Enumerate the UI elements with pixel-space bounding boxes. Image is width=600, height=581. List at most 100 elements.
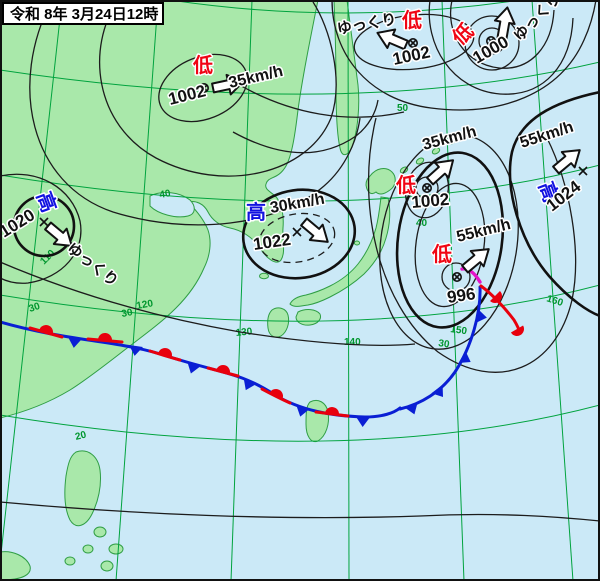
cold-front-triangle-marker — [187, 361, 201, 374]
low-kanji-label: 低 — [395, 173, 416, 197]
cold-front-triangle-marker — [404, 402, 418, 415]
sado-island — [353, 240, 361, 246]
meridian-130e — [230, 0, 253, 581]
grid-label-140: 140 — [344, 337, 361, 348]
isobar-bold-1020 — [241, 188, 357, 280]
warm-front-semicircle-marker — [269, 389, 283, 400]
grid-label-30c: 30 — [438, 338, 451, 351]
low-center-icon — [422, 183, 432, 193]
warm-front-semicircle-marker — [39, 325, 53, 334]
grid-label-40a: 40 — [416, 218, 428, 229]
wind-arrow-icon — [211, 73, 245, 96]
grid-label-40b: 40 — [159, 188, 172, 201]
parallel-50n — [0, 61, 600, 95]
low-center-icon — [452, 272, 462, 282]
title-box: 令和 8年 3月24日12時 — [2, 2, 164, 25]
kuril-islands — [399, 127, 473, 174]
cold-front-markers — [404, 309, 487, 415]
isobar — [99, 0, 337, 177]
isobar — [29, 0, 361, 226]
landmasses — [0, 0, 473, 581]
grid-label-150: 150 — [450, 324, 468, 337]
wind-arrow-icon — [461, 248, 490, 274]
warm-front-semicircle-marker — [490, 291, 502, 303]
meridian-110e — [0, 0, 63, 568]
isobar — [379, 134, 519, 350]
isobar-bold-1020 — [508, 90, 600, 318]
bohai-sea — [149, 192, 195, 218]
parallel-60n — [169, 0, 521, 14]
warm-front-segment — [86, 337, 124, 344]
grid-label-20: 20 — [74, 429, 88, 442]
cold-front-triangle-marker — [243, 378, 257, 391]
isobar — [0, 261, 416, 347]
kyushu-island — [267, 307, 290, 338]
cold-front-triangle-marker — [475, 309, 487, 323]
hokkaido-island — [365, 168, 396, 195]
cold-front-triangle-marker — [129, 345, 143, 356]
wind-arrow-icon — [300, 217, 329, 243]
warm-front-semicircle-marker — [325, 407, 339, 415]
isobar-bold-1000 — [395, 151, 505, 329]
warm-front-semicircle-marker — [216, 365, 230, 374]
parallel-30n — [0, 284, 600, 322]
fronts — [0, 267, 524, 427]
cold-front-triangle-marker — [431, 384, 444, 397]
isobar — [158, 53, 248, 123]
isobars — [0, 0, 600, 522]
warm-front-segment — [28, 326, 64, 339]
meridian-140e — [347, 0, 350, 581]
parallel-20n — [0, 404, 600, 442]
shikoku-island — [295, 309, 321, 326]
pressure-value: 996 — [446, 284, 477, 307]
warm-front-markers — [490, 291, 524, 336]
isobar — [353, 13, 475, 71]
high-center-icon — [39, 217, 49, 227]
low-center-icon — [486, 36, 496, 46]
grid-label-160: 160 — [545, 293, 565, 309]
isobar — [0, 501, 600, 522]
isobar — [428, 0, 574, 95]
isobar — [230, 79, 405, 118]
stationary-front-markers — [39, 325, 370, 427]
philippine-islands — [64, 526, 124, 572]
isobar — [441, 262, 471, 292]
isobar — [464, 15, 520, 71]
low-center-icon — [408, 38, 418, 48]
warm-front-semicircle-marker — [510, 325, 524, 336]
wind-arrow-icon — [376, 28, 409, 51]
isobar — [232, 99, 379, 154]
honshu-island — [289, 196, 391, 307]
isobar-bold-1020 — [12, 194, 76, 258]
warm-front-semicircle-marker — [158, 348, 172, 357]
chart-date-title: 令和 8年 3月24日12時 — [10, 5, 158, 23]
grid-label-50: 50 — [397, 103, 409, 114]
wind-arrow-icon — [44, 221, 73, 247]
cold-front-triangle-marker — [296, 405, 310, 417]
isobar — [450, 0, 555, 69]
isobar-dashed — [258, 212, 336, 264]
low-kanji-label: 低 — [401, 8, 422, 32]
occluded-front — [460, 267, 482, 284]
grid-label-120: 120 — [136, 298, 155, 312]
meridian-160e — [531, 0, 574, 581]
cold-front-triangle-marker — [356, 416, 370, 427]
high-kanji-label: 高 — [246, 200, 266, 224]
grid-label-30a: 30 — [28, 301, 42, 315]
luzon-island — [64, 450, 101, 527]
warm-front-segment — [148, 349, 182, 362]
warm-front-segment — [260, 387, 292, 405]
high-center-icon — [578, 166, 588, 176]
isobar — [478, 27, 506, 55]
grid-label-30b: 30 — [121, 307, 134, 320]
warm-front-semicircle-marker — [98, 333, 112, 341]
pressure-value: 1002 — [411, 190, 450, 212]
isobar — [367, 117, 577, 373]
isobar — [331, 0, 597, 111]
wind-arrow-icon — [552, 149, 581, 175]
parallel-40n — [0, 164, 600, 202]
cold-front-triangle-marker — [68, 337, 82, 348]
wind-arrow-icon — [493, 6, 516, 40]
